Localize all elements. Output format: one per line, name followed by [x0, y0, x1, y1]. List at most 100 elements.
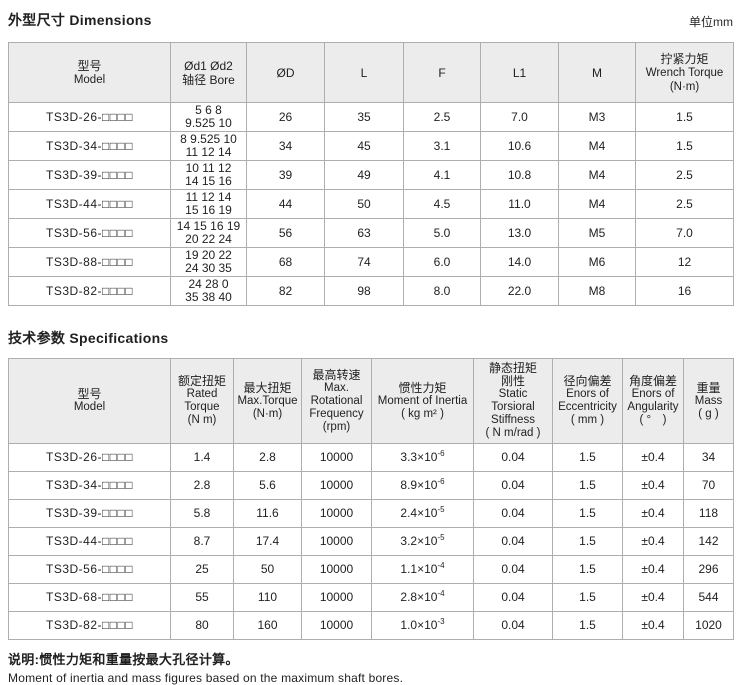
cell-max-rpm: 10000	[301, 499, 372, 528]
col-header-mass: 重量 Mass ( g )	[683, 358, 734, 444]
header-label-en: Rated Torque	[184, 388, 220, 413]
dimensions-titlebar: 外型尺寸 Dimensions 单位mm	[8, 10, 733, 30]
cell-max-torque: 2.8	[233, 443, 302, 472]
col-header-d: ØD	[246, 42, 325, 103]
table-row: TS3D-68-□□□□ 55 110 10000 2.8×10-4 0.04 …	[8, 583, 734, 612]
col-header-model: 型号 Model	[8, 358, 171, 444]
bore-line-2: 35 38 40	[185, 290, 232, 304]
cell-model: TS3D-34-□□□□	[8, 131, 171, 161]
cell-m: M4	[558, 189, 636, 219]
cell-m: M4	[558, 160, 636, 190]
table-row: TS3D-26-□□□□ 1.4 2.8 10000 3.3×10-6 0.04…	[8, 443, 734, 472]
unit-label: 单位mm	[689, 15, 733, 29]
cell-rated-torque: 2.8	[170, 471, 234, 500]
bore-line-2: 9.525 10	[185, 116, 232, 130]
bore-line-2: 24 30 35	[185, 261, 232, 275]
cell-f: 6.0	[403, 247, 481, 277]
cell-model: TS3D-26-□□□□	[8, 443, 171, 472]
header-label-cn: 拧紧力矩	[660, 51, 709, 66]
dimensions-table-body: TS3D-26-□□□□ 5 6 8 9.525 10 26 35 2.5 7.…	[8, 102, 734, 306]
table-row: TS3D-26-□□□□ 5 6 8 9.525 10 26 35 2.5 7.…	[8, 102, 734, 132]
cell-stiffness: 0.04	[473, 443, 553, 472]
table-row: TS3D-34-□□□□ 8 9.525 10 11 12 14 34 45 3…	[8, 131, 734, 161]
bore-line-1: 8 9.525 10	[180, 132, 237, 146]
cell-angularity: ±0.4	[622, 527, 684, 556]
header-label-cn2: 刚性	[500, 374, 525, 388]
dimensions-section-title: 外型尺寸 Dimensions	[8, 12, 152, 28]
header-unit: (rpm)	[322, 420, 351, 433]
inertia-exponent: -6	[437, 477, 445, 486]
cell-model: TS3D-39-□□□□	[8, 160, 171, 190]
cell-max-rpm: 10000	[301, 527, 372, 556]
cell-angularity: ±0.4	[622, 583, 684, 612]
cell-angularity: ±0.4	[622, 555, 684, 584]
cell-l1: 10.6	[480, 131, 559, 161]
header-unit: ( mm )	[570, 414, 605, 426]
header-label-en: Max. Rotational Frequency	[309, 381, 364, 420]
header-label-cn: Ød1 Ød2	[184, 58, 233, 73]
col-header-stiffness: 静态扭矩 刚性 Static Torsioral Stiffness ( N m…	[473, 358, 553, 444]
cell-m: M6	[558, 247, 636, 277]
bore-line-1: 11 12 14	[185, 190, 232, 204]
cell-max-torque: 110	[233, 583, 302, 612]
cell-bore: 24 28 0 35 38 40	[170, 276, 247, 306]
header-unit: ( g )	[698, 407, 719, 420]
bore-line-2: 14 15 16	[185, 174, 232, 188]
cell-inertia: 8.9×10-6	[371, 471, 474, 500]
table-row: TS3D-34-□□□□ 2.8 5.6 10000 8.9×10-6 0.04…	[8, 471, 734, 500]
cell-max-torque: 11.6	[233, 499, 302, 528]
header-unit: ( kg m² )	[401, 407, 444, 420]
inertia-base: 2.8×10	[400, 590, 438, 604]
cell-max-torque: 5.6	[233, 471, 302, 500]
cell-max-rpm: 10000	[301, 555, 372, 584]
col-header-model: 型号 Model	[8, 42, 171, 103]
header-label-cn: 额定扭矩	[177, 374, 226, 388]
cell-eccentricity: 1.5	[552, 555, 623, 584]
inertia-exponent: -5	[437, 533, 445, 542]
cell-rated-torque: 55	[170, 583, 234, 612]
cell-bore: 10 11 12 14 15 16	[170, 160, 247, 190]
cell-d: 34	[246, 131, 325, 161]
col-header-wrench-torque: 拧紧力矩 Wrench Torque (N·m)	[635, 42, 734, 103]
cell-eccentricity: 1.5	[552, 583, 623, 612]
table-row: TS3D-82-□□□□ 80 160 10000 1.0×10-3 0.04 …	[8, 611, 734, 640]
cell-wrench-torque: 16	[635, 276, 734, 306]
cell-stiffness: 0.04	[473, 555, 553, 584]
header-label-en: Max.Torque	[237, 394, 298, 407]
cell-mass: 142	[683, 527, 734, 556]
inertia-exponent: -5	[437, 505, 445, 514]
col-header-max-torque: 最大扭矩 Max.Torque (N·m)	[233, 358, 302, 444]
inertia-base: 2.4×10	[400, 506, 438, 520]
bore-line-2: 11 12 14	[185, 145, 232, 159]
bore-line-2: 15 16 19	[185, 203, 232, 217]
cell-rated-torque: 5.8	[170, 499, 234, 528]
header-label-en: Model	[73, 401, 106, 413]
header-unit: ( ° )	[639, 414, 667, 426]
inertia-base: 3.3×10	[400, 450, 438, 464]
cell-inertia: 3.3×10-6	[371, 443, 474, 472]
cell-model: TS3D-44-□□□□	[8, 189, 171, 219]
specs-titlebar: 技术参数 Specifications	[8, 328, 733, 348]
col-header-l: L	[324, 42, 404, 103]
cell-stiffness: 0.04	[473, 583, 553, 612]
cell-max-rpm: 10000	[301, 611, 372, 640]
cell-eccentricity: 1.5	[552, 527, 623, 556]
specifications-table-header: 型号 Model 额定扭矩 Rated Torque (N m) 最大扭矩 Ma…	[8, 358, 734, 444]
col-header-angularity: 角度偏差 Enors of Angularity ( ° )	[622, 358, 684, 444]
specs-section-title: 技术参数 Specifications	[8, 330, 169, 346]
cell-max-rpm: 10000	[301, 443, 372, 472]
specifications-table-body: TS3D-26-□□□□ 1.4 2.8 10000 3.3×10-6 0.04…	[8, 443, 734, 640]
cell-mass: 70	[683, 471, 734, 500]
inertia-base: 3.2×10	[400, 534, 438, 548]
cell-l: 50	[324, 189, 404, 219]
cell-l1: 22.0	[480, 276, 559, 306]
cell-rated-torque: 25	[170, 555, 234, 584]
footnote-en: Moment of inertia and mass figures based…	[8, 671, 404, 685]
cell-rated-torque: 8.7	[170, 527, 234, 556]
cell-bore: 14 15 16 19 20 22 24	[170, 218, 247, 248]
col-header-rated-torque: 额定扭矩 Rated Torque (N m)	[170, 358, 234, 444]
cell-bore: 19 20 22 24 30 35	[170, 247, 247, 277]
cell-f: 8.0	[403, 276, 481, 306]
inertia-exponent: -4	[437, 561, 445, 570]
footnote-cn: 说明:惯性力矩和重量按最大孔径计算。	[8, 652, 239, 667]
